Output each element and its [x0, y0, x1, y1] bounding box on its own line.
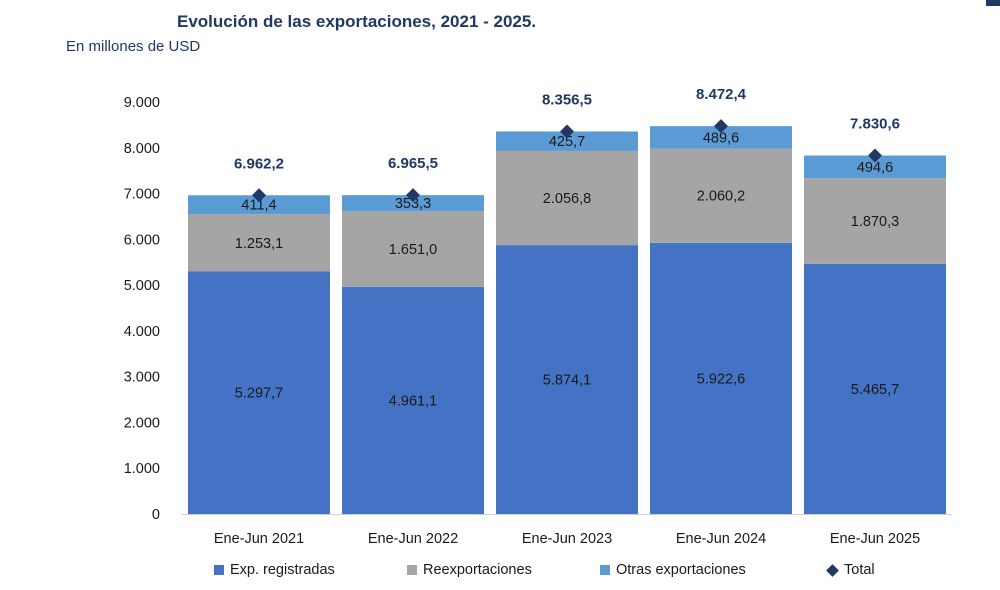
- bar-segment: [496, 150, 638, 246]
- bar-segment: [804, 178, 946, 264]
- bar-segment: [496, 245, 638, 515]
- data-label: 489,6: [703, 130, 739, 146]
- total-label: 8.356,5: [542, 91, 592, 108]
- stacked-bar-chart: 0 1.000 2.000 3.000 4.000 5.000 6.000 7.000 8.00…: [124, 86, 952, 547]
- y-axis: 0 1.000 2.000 3.000 4.000 5.000 6.000 7.000 8.00…: [124, 95, 160, 523]
- data-label: 5.297,7: [235, 386, 283, 402]
- legend-item: Otras exportaciones: [600, 562, 746, 578]
- data-label: 2.060,2: [697, 189, 745, 205]
- y-tick-label: 3.000: [124, 370, 160, 386]
- bar-segment: [188, 214, 330, 272]
- y-tick-label: 6.000: [124, 232, 160, 248]
- total-marker: [868, 148, 882, 163]
- x-tick-label: Ene-Jun 2021: [214, 531, 304, 547]
- total-marker: [714, 119, 728, 134]
- data-label: 5.874,1: [543, 373, 591, 389]
- data-label: 5.465,7: [851, 382, 899, 398]
- bar-segment: [342, 211, 484, 287]
- chart-subtitle: En millones de USD: [66, 38, 201, 55]
- x-tick-label: Ene-Jun 2025: [830, 531, 920, 547]
- bar-segment: [342, 286, 484, 514]
- total-marker: [406, 188, 420, 203]
- data-label: 4.961,1: [389, 393, 437, 409]
- legend-label: Exp. registradas: [230, 562, 335, 578]
- data-label: 1.870,3: [851, 214, 899, 230]
- total-label: 8.472,4: [696, 86, 747, 103]
- data-label: 1.253,1: [235, 236, 283, 252]
- y-tick-label: 8.000: [124, 141, 160, 157]
- total-marker: [252, 188, 266, 203]
- legend-swatch: [407, 565, 417, 575]
- chart-title: Evolución de las exportaciones, 2021 - 2…: [177, 12, 537, 31]
- bar-segment: [188, 195, 330, 215]
- total-marker: [560, 124, 574, 139]
- bar-segment: [188, 271, 330, 514]
- legend-item: Exp. registradas: [214, 562, 335, 578]
- y-tick-label: 0: [152, 507, 160, 523]
- data-label: 5.922,6: [697, 371, 745, 387]
- bar-segment: [650, 148, 792, 243]
- bar-segment: [650, 242, 792, 514]
- bars: 5.297,7 1.253,1 411,4 4.961,1 1.651,0 353,3 5.…: [188, 126, 946, 515]
- legend-item: Reexportaciones: [407, 562, 532, 578]
- legend: Exp. registradas Reexportaciones Otras exp…: [0, 562, 1000, 584]
- legend-label: Otras exportaciones: [616, 562, 746, 578]
- total-label: 6.962,2: [234, 155, 284, 172]
- total-label: 6.965,5: [388, 155, 438, 172]
- x-axis: Ene-Jun 2021 Ene-Jun 2022 Ene-Jun 2023 Ene-…: [182, 514, 952, 547]
- legend-item: Total: [826, 562, 875, 578]
- y-tick-label: 1.000: [124, 461, 160, 477]
- legend-swatch: [214, 565, 224, 575]
- legend-label: Reexportaciones: [423, 562, 532, 578]
- data-label: 353,3: [395, 196, 431, 212]
- total-label: 7.830,6: [850, 116, 900, 133]
- total-markers: 6.962,2 6.965,5 8.356,5 8.472,4 7.830,6: [234, 86, 900, 203]
- corner-decoration: [986, 0, 1000, 6]
- y-tick-label: 4.000: [124, 324, 160, 340]
- y-tick-label: 9.000: [124, 95, 160, 111]
- bar-segment: [496, 131, 638, 151]
- y-tick-label: 2.000: [124, 415, 160, 431]
- x-tick-label: Ene-Jun 2024: [676, 531, 766, 547]
- data-label: 411,4: [241, 198, 276, 214]
- bar-segment: [804, 263, 946, 514]
- legend-swatch: [600, 565, 610, 575]
- data-label: 2.056,8: [543, 191, 591, 207]
- data-label: 494,6: [857, 160, 893, 176]
- bar-segment: [804, 155, 946, 179]
- y-tick-label: 5.000: [124, 278, 160, 294]
- y-tick-label: 7.000: [124, 187, 160, 203]
- x-tick-label: Ene-Jun 2022: [368, 531, 458, 547]
- bar-segment: [342, 195, 484, 212]
- legend-label: Total: [844, 562, 875, 578]
- data-label: 1.651,0: [389, 242, 437, 258]
- bar-segment: [650, 126, 792, 149]
- legend-diamond-marker: [826, 563, 839, 577]
- x-tick-label: Ene-Jun 2023: [522, 531, 612, 547]
- data-label: 425,7: [549, 134, 585, 150]
